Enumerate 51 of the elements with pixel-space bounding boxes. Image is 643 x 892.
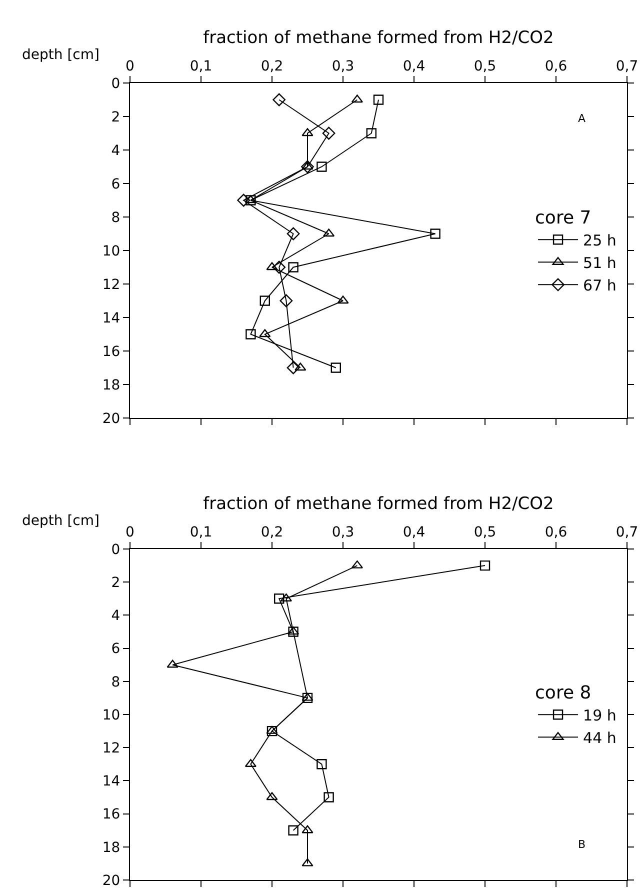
y-tick-label: 12 xyxy=(102,276,120,293)
legend-title: core 7 xyxy=(535,207,592,228)
y-tick-label: 14 xyxy=(102,310,120,326)
legend-label: 19 h xyxy=(583,706,616,724)
y-tick-label: 2 xyxy=(111,109,120,126)
x-axis-title: fraction of methane formed from H2/CO2 xyxy=(203,28,554,48)
legend-label: 67 h xyxy=(583,276,616,294)
x-tick-label: 0,4 xyxy=(402,58,426,74)
x-tick-label: 0,1 xyxy=(190,524,212,540)
y-tick-label: 18 xyxy=(102,377,120,394)
y-axis-title: depth [cm] xyxy=(22,47,100,63)
y-tick-label: 4 xyxy=(111,608,120,624)
x-tick-label: 0,5 xyxy=(474,524,496,540)
x-tick-label: 0,5 xyxy=(474,58,496,74)
legend-label: 44 h xyxy=(583,729,616,747)
y-tick-label: 8 xyxy=(111,210,120,226)
legend-label: 25 h xyxy=(583,232,616,250)
annotation: B xyxy=(578,838,586,851)
y-tick-label: 4 xyxy=(111,142,120,159)
legend-label: 51 h xyxy=(583,254,616,272)
y-tick-label: 16 xyxy=(102,344,120,360)
x-tick-label: 0,1 xyxy=(190,58,212,74)
x-tick-label: 0,6 xyxy=(544,524,568,540)
x-axis-title: fraction of methane formed from H2/CO2 xyxy=(203,494,554,514)
y-tick-label: 6 xyxy=(111,641,120,658)
x-tick-label: 0 xyxy=(126,524,134,540)
x-tick-label: 0,2 xyxy=(260,524,284,540)
y-tick-label: 0 xyxy=(111,542,120,558)
y-tick-label: 20 xyxy=(102,410,120,427)
annotation: A xyxy=(578,112,586,125)
y-tick-label: 8 xyxy=(111,674,120,690)
x-tick-label: 0,7 xyxy=(616,58,638,74)
x-tick-label: 0,3 xyxy=(332,524,354,540)
x-tick-label: 0 xyxy=(126,58,134,74)
y-axis-title: depth [cm] xyxy=(22,513,100,529)
y-tick-label: 6 xyxy=(111,176,120,192)
y-tick-label: 18 xyxy=(102,840,120,856)
y-tick-label: 12 xyxy=(102,740,120,756)
x-tick-label: 0,7 xyxy=(616,524,638,540)
y-tick-label: 10 xyxy=(102,707,120,724)
x-tick-label: 0,4 xyxy=(402,524,426,540)
x-tick-label: 0,2 xyxy=(260,58,284,74)
y-tick-label: 2 xyxy=(111,575,120,591)
y-tick-label: 14 xyxy=(102,774,120,790)
x-tick-label: 0,6 xyxy=(544,58,568,74)
y-tick-label: 0 xyxy=(111,76,120,92)
y-tick-label: 16 xyxy=(102,806,120,823)
x-tick-label: 0,3 xyxy=(332,58,354,74)
y-tick-label: 10 xyxy=(102,243,120,260)
legend-title: core 8 xyxy=(535,682,592,704)
y-tick-label: 20 xyxy=(102,872,120,889)
